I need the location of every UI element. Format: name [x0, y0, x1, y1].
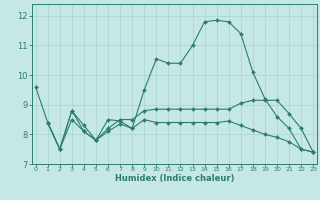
X-axis label: Humidex (Indice chaleur): Humidex (Indice chaleur)	[115, 174, 234, 183]
